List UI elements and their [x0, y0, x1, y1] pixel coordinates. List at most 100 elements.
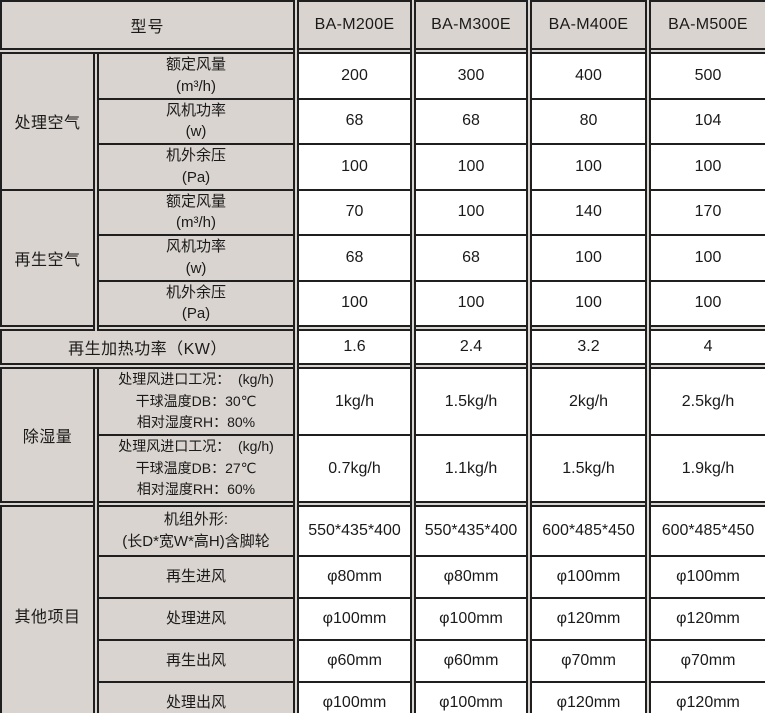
label-line: 机外余压 [166, 147, 227, 164]
spec-label: 风机功率 (w) [92, 234, 298, 282]
spec-value: 4 [645, 325, 765, 367]
spec-label: 处理风进口工况： (kg/h) 干球温度DB：27℃ 相对湿度RH：60% [92, 434, 298, 506]
spec-value: 170 [645, 188, 765, 236]
table-row: 再生空气 额定风量 (m³/h) 70 100 140 170 [0, 188, 765, 329]
spec-value: 100 [645, 143, 765, 191]
spec-value: φ120mm [526, 681, 650, 713]
spec-value: φ100mm [526, 555, 650, 600]
spec-value: φ100mm [293, 597, 415, 642]
spec-value: φ120mm [645, 681, 765, 713]
spec-value: 100 [645, 279, 765, 329]
label-line: (m³/h) [176, 77, 216, 95]
spec-label: 处理出风 [92, 681, 298, 713]
table-row: 机外余压 (Pa) 100 100 100 100 [1, 143, 765, 191]
spec-value: 68 [410, 97, 531, 145]
category-regen-air: 再生空气 [0, 188, 97, 329]
spec-value: φ60mm [293, 639, 415, 684]
category-process-air: 处理空气 [0, 48, 97, 191]
spec-label: 机外余压 (Pa) [92, 143, 298, 191]
label-line: (m³/h) [176, 214, 216, 232]
table-row: 处理风进口工况： (kg/h) 干球温度DB：27℃ 相对湿度RH：60% 0.… [1, 434, 765, 506]
spec-value: φ100mm [410, 681, 531, 713]
spec-label: 风机功率 (w) [92, 97, 298, 145]
table-row: 处理空气 额定风量 (m³/h) 200 300 400 500 [0, 48, 765, 191]
spec-value: 400 [526, 48, 650, 100]
spec-value: 100 [410, 143, 531, 191]
spec-value: φ70mm [526, 639, 650, 684]
spec-value: φ100mm [645, 555, 765, 600]
spec-value: 140 [526, 188, 650, 236]
spec-value: φ100mm [410, 597, 531, 642]
spec-value: φ120mm [645, 597, 765, 642]
label-line: 再生出风 [166, 652, 227, 670]
spec-value: 100 [526, 234, 650, 282]
spec-value: 1.5kg/h [526, 434, 650, 506]
spec-value: φ60mm [410, 639, 531, 684]
label-line: (w) [185, 259, 207, 277]
corner-label: 型号 [0, 0, 298, 52]
spec-label: 处理进风 [92, 597, 298, 642]
spec-value: 1.6 [293, 325, 415, 367]
label-line: 处理进风 [166, 610, 227, 628]
spec-value: 80 [526, 97, 650, 145]
label-line: 干球温度DB：30℃ [135, 392, 257, 409]
spec-value: 600*485*450 [645, 501, 765, 558]
table-row: 除湿量 处理风进口工况： (kg/h) 干球温度DB：30℃ 相对湿度RH：80… [0, 362, 765, 506]
label-line: 额定风量 [166, 192, 227, 210]
spec-value: φ120mm [526, 597, 650, 642]
table-row: 机外余压 (Pa) 100 100 100 100 [1, 279, 765, 329]
spec-value: 1kg/h [293, 362, 415, 437]
spec-value: 2kg/h [526, 362, 650, 437]
category-other-items: 其他项目 [0, 501, 97, 713]
model-header: BA-M200E [293, 0, 415, 52]
spec-value: 1.1kg/h [410, 434, 531, 506]
spec-value: 68 [293, 97, 415, 145]
label-line: (Pa) [181, 305, 211, 323]
label-line: 额定风量 [166, 56, 227, 73]
spec-value: 550*435*400 [293, 501, 415, 558]
spec-value: 104 [645, 97, 765, 145]
spec-value: φ80mm [293, 555, 415, 600]
spec-label: 再生出风 [92, 639, 298, 684]
model-header: BA-M300E [410, 0, 531, 52]
label-line: 处理风进口工况： (kg/h) [118, 371, 274, 387]
label-line: (长D*宽W*高H)含脚轮 [122, 533, 270, 551]
heater-power-label: 再生加热功率（KW） [0, 325, 298, 367]
spec-value: 500 [645, 48, 765, 100]
spec-value: 550*435*400 [410, 501, 531, 558]
label-line: 处理风进口工况： (kg/h) [118, 438, 274, 455]
header-row: 型号 BA-M200E BA-M300E BA-M400E BA-M500E [0, 0, 765, 52]
spec-label: 处理风进口工况： (kg/h) 干球温度DB：30℃ 相对湿度RH：80% [92, 362, 298, 437]
spec-label: 机组外形: (长D*宽W*高H)含脚轮 [92, 501, 298, 558]
spec-value: 300 [410, 48, 531, 100]
spec-value: 100 [293, 143, 415, 191]
spec-value: 100 [645, 234, 765, 282]
spec-value: 68 [410, 234, 531, 282]
table-row: 处理进风 φ100mm φ100mm φ120mm φ120mm [1, 597, 765, 642]
label-line: 机组外形: [163, 511, 229, 529]
spec-value: 600*485*450 [526, 501, 650, 558]
table-row: 风机功率 (w) 68 68 100 100 [1, 234, 765, 282]
label-line: 相对湿度RH：60% [136, 481, 256, 498]
spec-value: 1.5kg/h [410, 362, 531, 437]
spec-value: φ70mm [645, 639, 765, 684]
model-header: BA-M400E [526, 0, 650, 52]
spec-label: 额定风量 (m³/h) [92, 48, 298, 100]
spec-value: 68 [293, 234, 415, 282]
label-line: 风机功率 [166, 101, 227, 119]
table-row: 风机功率 (w) 68 68 80 104 [1, 97, 765, 145]
table-row: 再生出风 φ60mm φ60mm φ70mm φ70mm [1, 639, 765, 684]
label-line: 相对湿度RH：80% [136, 414, 256, 431]
spec-value: 100 [526, 279, 650, 329]
spec-value: 200 [293, 48, 415, 100]
spec-value: 1.9kg/h [645, 434, 765, 506]
label-line: 再生进风 [166, 568, 227, 586]
spec-value: φ80mm [410, 555, 531, 600]
spec-value: φ100mm [293, 681, 415, 713]
spec-label: 再生进风 [92, 555, 298, 600]
spec-value: 100 [293, 279, 415, 329]
spec-value: 70 [293, 188, 415, 236]
table-row: 其他项目 机组外形: (长D*宽W*高H)含脚轮 550*435*400 550… [0, 501, 765, 713]
